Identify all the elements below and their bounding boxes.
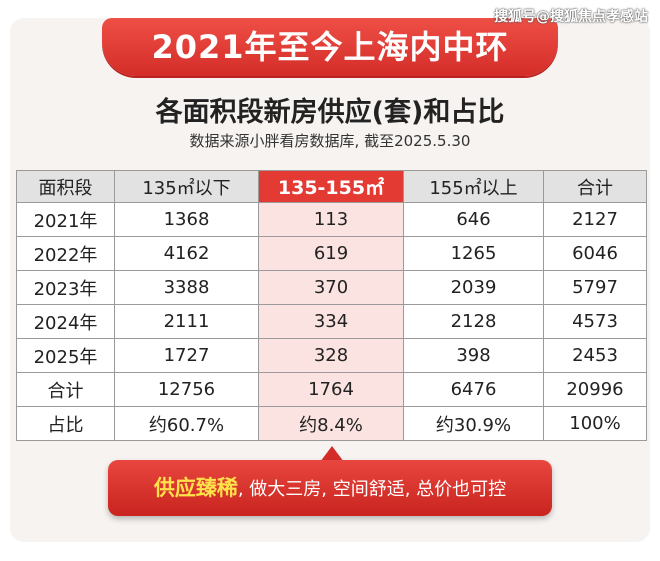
table-cell: 4162 [114, 236, 259, 271]
table-cell: 1727 [114, 338, 259, 373]
highlight-cell: 328 [258, 338, 404, 373]
callout-highlight: 供应臻稀 [153, 476, 238, 500]
table-cell: 4573 [543, 304, 647, 339]
callout-text: , 做大三房, 空间舒适, 总价也可控 [237, 479, 507, 500]
title-banner: 2021年至今上海内中环 [102, 18, 558, 76]
highlight-cell: 619 [258, 236, 404, 271]
callout-pointer [320, 446, 344, 462]
table-cell: 1265 [403, 236, 544, 271]
table-cell: 3388 [114, 270, 259, 305]
row-label: 2025年 [16, 338, 115, 373]
row-label: 合计 [16, 372, 115, 407]
table-cell: 2039 [403, 270, 544, 305]
row-label: 2024年 [16, 304, 115, 339]
header-total: 合计 [543, 170, 647, 203]
table-cell: 6046 [543, 236, 647, 271]
table-cell: 6476 [403, 372, 544, 407]
table-row: 2021年 1368 113 646 2127 [16, 202, 647, 237]
header-135-155: 135-155㎡ [258, 170, 404, 203]
table-cell: 5797 [543, 270, 647, 305]
table-cell: 2111 [114, 304, 259, 339]
table-cell: 2128 [403, 304, 544, 339]
table-cell: 398 [403, 338, 544, 373]
table-row: 2025年 1727 328 398 2453 [16, 338, 647, 373]
table-cell: 约30.9% [403, 406, 544, 441]
header-above-155: 155㎡以上 [403, 170, 544, 203]
subtitle: 各面积段新房供应(套)和占比 [155, 97, 505, 128]
highlight-cell: 约8.4% [258, 406, 404, 441]
table-cell: 12756 [114, 372, 259, 407]
table-row: 2022年 4162 619 1265 6046 [16, 236, 647, 271]
highlight-cell: 334 [258, 304, 404, 339]
table-header-row: 面积段 135㎡以下 135-155㎡ 155㎡以上 合计 [16, 170, 647, 203]
table-cell: 646 [403, 202, 544, 237]
table-cell: 2127 [543, 202, 647, 237]
row-label: 2023年 [16, 270, 115, 305]
row-label: 2021年 [16, 202, 115, 237]
callout-banner: 供应臻稀, 做大三房, 空间舒适, 总价也可控 [108, 460, 552, 516]
supply-table: 面积段 135㎡以下 135-155㎡ 155㎡以上 合计 2021年 1368… [16, 170, 647, 441]
table-row-total: 合计 12756 1764 6476 20996 [16, 372, 647, 407]
header-area-segment: 面积段 [16, 170, 115, 203]
table-cell: 约60.7% [114, 406, 259, 441]
row-label: 2022年 [16, 236, 115, 271]
table-row: 2024年 2111 334 2128 4573 [16, 304, 647, 339]
table-cell: 2453 [543, 338, 647, 373]
table-row-share: 占比 约60.7% 约8.4% 约30.9% 100% [16, 406, 647, 441]
table-cell: 20996 [543, 372, 647, 407]
data-source-note: 数据来源小胖看房数据库, 截至2025.5.30 [189, 132, 471, 150]
table-cell: 100% [543, 406, 647, 441]
highlight-cell: 370 [258, 270, 404, 305]
table-cell: 1368 [114, 202, 259, 237]
watermark: 搜狐号@搜狐焦点孝感站 [494, 9, 648, 25]
header-below-135: 135㎡以下 [114, 170, 259, 203]
row-label: 占比 [16, 406, 115, 441]
table-row: 2023年 3388 370 2039 5797 [16, 270, 647, 305]
highlight-cell: 113 [258, 202, 404, 237]
highlight-cell: 1764 [258, 372, 404, 407]
